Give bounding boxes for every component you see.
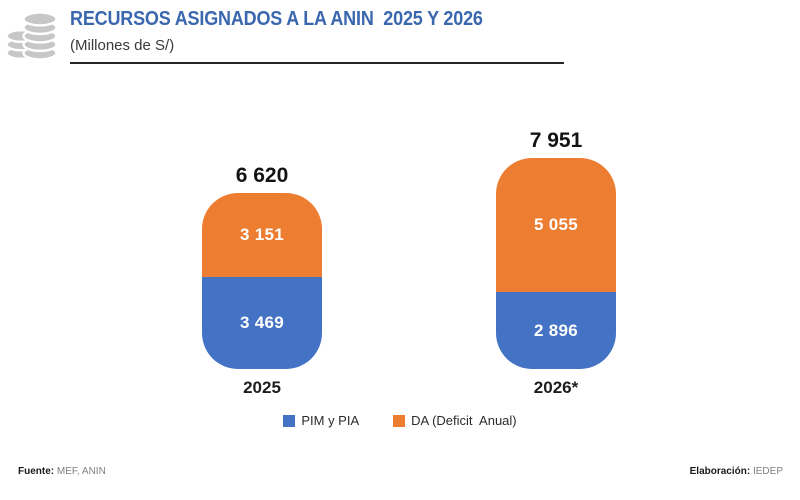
total-label-2026: 7 951 — [529, 129, 583, 152]
legend-swatch-blue-icon — [283, 414, 296, 427]
value-label-da-2026: 5 055 — [533, 215, 579, 234]
footer-source-value: MEF, ANIN — [56, 466, 106, 477]
legend-label-da: DA (Deficit Anual) — [411, 413, 517, 428]
legend-item-pim: PIM y PIA — [283, 413, 359, 428]
title-underline — [70, 62, 564, 64]
bar-group-2026: 7 951 5 055 2 896 2026* — [496, 129, 616, 397]
value-label-pim-2026: 2 896 — [533, 320, 579, 340]
category-label-2026: 2026* — [533, 378, 579, 397]
bar-group-2025: 6 620 3 151 3 469 2025 — [202, 164, 322, 397]
footer-source: Fuente: MEF, ANIN — [18, 466, 106, 477]
legend: PIM y PIA DA (Deficit Anual) — [0, 413, 800, 428]
bar-segment-da-2026: 5 055 — [496, 158, 616, 292]
coins-stack-icon — [5, 11, 58, 61]
legend-item-da: DA (Deficit Anual) — [393, 413, 517, 428]
footer-elaboration: Elaboración: IEDEP — [690, 466, 783, 477]
footer-elaboration-value: IEDEP — [752, 466, 783, 477]
total-label-2025: 6 620 — [235, 164, 289, 187]
chart-subtitle: (Millones de S/) — [70, 37, 175, 54]
footer-source-label: Fuente: — [18, 466, 55, 477]
bar-segment-pim-2026: 2 896 — [496, 292, 616, 369]
bar-segment-pim-2025: 3 469 — [202, 277, 322, 369]
footer-elaboration-label: Elaboración: — [689, 466, 751, 477]
bar-segment-da-2025: 3 151 — [202, 193, 322, 277]
value-label-pim-2025: 3 469 — [239, 313, 285, 332]
category-label-2025: 2025 — [243, 378, 281, 397]
chart-title: RECURSOS ASIGNADOS A LA ANIN 2025 Y 2026 — [70, 8, 483, 30]
legend-label-pim: PIM y PIA — [301, 413, 360, 428]
legend-swatch-orange-icon — [393, 414, 406, 427]
value-label-da-2025: 3 151 — [239, 225, 285, 244]
